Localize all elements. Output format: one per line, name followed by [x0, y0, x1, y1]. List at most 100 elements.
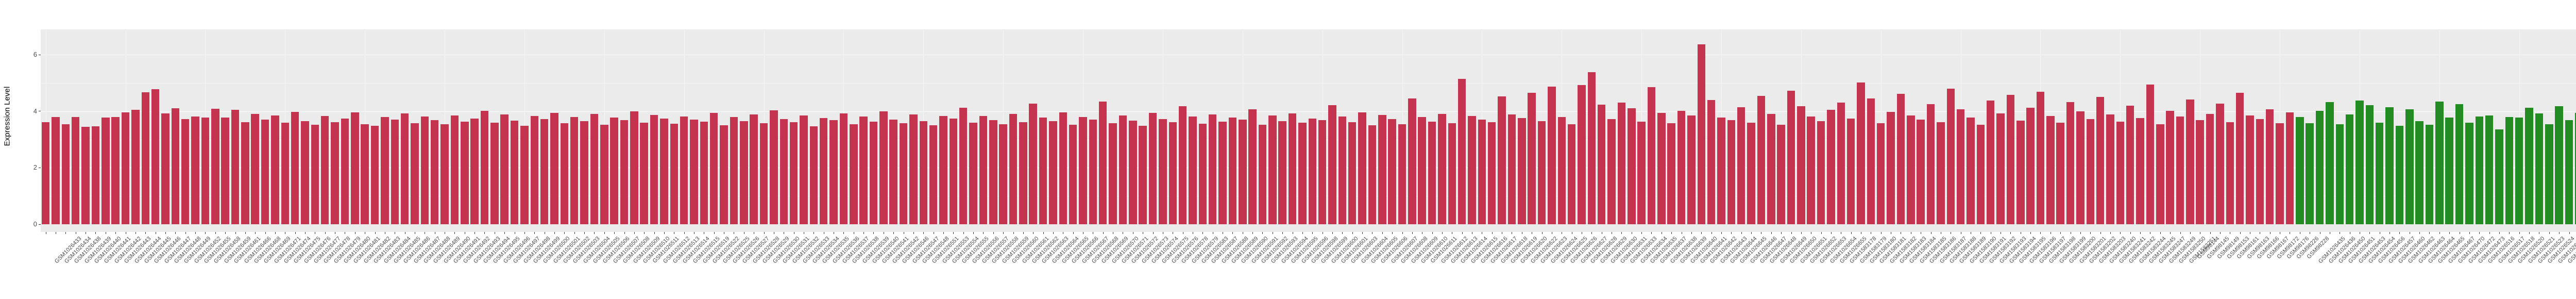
- bar[interactable]: [1507, 114, 1516, 224]
- bar[interactable]: [2445, 117, 2453, 224]
- bar[interactable]: [121, 112, 130, 224]
- bar[interactable]: [1049, 121, 1057, 224]
- bar[interactable]: [2186, 99, 2194, 224]
- bar[interactable]: [1937, 122, 1945, 224]
- bar[interactable]: [2455, 104, 2464, 224]
- bar[interactable]: [1837, 103, 1845, 224]
- bar[interactable]: [1986, 101, 1995, 224]
- bar[interactable]: [1647, 87, 1656, 224]
- bar[interactable]: [1926, 104, 1935, 224]
- bar[interactable]: [1278, 121, 1286, 224]
- bar[interactable]: [1368, 125, 1377, 224]
- bar[interactable]: [2555, 106, 2563, 224]
- bar[interactable]: [1498, 96, 1506, 224]
- bar[interactable]: [540, 119, 549, 224]
- bar[interactable]: [1139, 125, 1147, 224]
- bar[interactable]: [361, 124, 369, 224]
- bar[interactable]: [1208, 114, 1217, 224]
- bar[interactable]: [939, 115, 947, 224]
- bar[interactable]: [2296, 117, 2304, 224]
- bar[interactable]: [331, 122, 339, 224]
- bar[interactable]: [1697, 44, 1706, 224]
- bar[interactable]: [2246, 115, 2254, 224]
- bar[interactable]: [1548, 86, 1556, 224]
- bar[interactable]: [2395, 126, 2404, 224]
- bar[interactable]: [1258, 124, 1267, 224]
- bar[interactable]: [1857, 82, 1865, 224]
- bar[interactable]: [989, 120, 997, 224]
- bar[interactable]: [430, 120, 439, 224]
- bar[interactable]: [2385, 107, 2394, 224]
- bar[interactable]: [999, 124, 1007, 224]
- bar[interactable]: [1009, 114, 1018, 224]
- bar[interactable]: [2156, 124, 2164, 224]
- bar[interactable]: [52, 117, 60, 224]
- bar[interactable]: [1468, 116, 1476, 224]
- bar[interactable]: [959, 108, 968, 224]
- bar[interactable]: [111, 117, 120, 224]
- bar[interactable]: [391, 120, 399, 224]
- bar[interactable]: [231, 110, 240, 224]
- bar[interactable]: [1118, 115, 1127, 224]
- bar[interactable]: [730, 117, 738, 224]
- bar[interactable]: [520, 125, 529, 224]
- bar[interactable]: [2315, 110, 2324, 224]
- bar[interactable]: [1846, 119, 1855, 224]
- bar[interactable]: [161, 113, 170, 224]
- bar[interactable]: [660, 119, 668, 224]
- bar[interactable]: [1328, 105, 1336, 224]
- bar[interactable]: [1877, 123, 1885, 224]
- bar[interactable]: [2285, 112, 2294, 224]
- bar[interactable]: [2096, 97, 2105, 224]
- bar[interactable]: [829, 120, 838, 224]
- bar[interactable]: [251, 114, 259, 224]
- bar[interactable]: [341, 119, 349, 224]
- bar[interactable]: [2235, 92, 2244, 224]
- bar[interactable]: [271, 115, 279, 224]
- bar[interactable]: [1917, 120, 1925, 224]
- bar[interactable]: [1867, 98, 1875, 224]
- bar[interactable]: [450, 115, 459, 224]
- bar[interactable]: [1428, 121, 1436, 224]
- bar[interactable]: [1896, 93, 1905, 224]
- bar[interactable]: [650, 115, 658, 224]
- bar[interactable]: [1168, 122, 1177, 224]
- bar[interactable]: [500, 114, 509, 224]
- bar[interactable]: [2415, 121, 2424, 224]
- bar[interactable]: [1617, 102, 1626, 224]
- bar[interactable]: [1518, 118, 1526, 224]
- bar[interactable]: [740, 121, 748, 224]
- bar[interactable]: [2026, 108, 2035, 224]
- bar[interactable]: [1637, 122, 1646, 224]
- bar[interactable]: [1557, 117, 1566, 224]
- bar[interactable]: [72, 117, 80, 224]
- bar[interactable]: [530, 115, 538, 224]
- bar[interactable]: [1887, 111, 1895, 224]
- bar[interactable]: [1996, 113, 2005, 224]
- bar[interactable]: [2575, 112, 2576, 224]
- bar[interactable]: [2176, 117, 2184, 224]
- bar[interactable]: [1239, 119, 1247, 224]
- bar[interactable]: [600, 124, 608, 224]
- bar[interactable]: [221, 118, 229, 224]
- bar[interactable]: [2126, 105, 2134, 224]
- bar[interactable]: [590, 113, 599, 224]
- bar[interactable]: [1388, 119, 1396, 224]
- bar[interactable]: [1578, 85, 1586, 224]
- bar[interactable]: [1737, 107, 1745, 224]
- bar[interactable]: [2266, 109, 2274, 224]
- bar[interactable]: [1567, 124, 1576, 224]
- bar[interactable]: [2306, 123, 2314, 224]
- bar[interactable]: [320, 116, 329, 224]
- bar[interactable]: [1967, 117, 1975, 224]
- bar[interactable]: [420, 117, 429, 224]
- bar[interactable]: [770, 110, 778, 224]
- bar[interactable]: [311, 125, 319, 224]
- bar[interactable]: [580, 121, 588, 224]
- bar[interactable]: [1318, 120, 1327, 224]
- bar[interactable]: [949, 119, 958, 224]
- bar[interactable]: [859, 117, 868, 224]
- bar[interactable]: [1019, 122, 1027, 224]
- bar[interactable]: [1089, 120, 1097, 224]
- bar[interactable]: [1597, 104, 1606, 224]
